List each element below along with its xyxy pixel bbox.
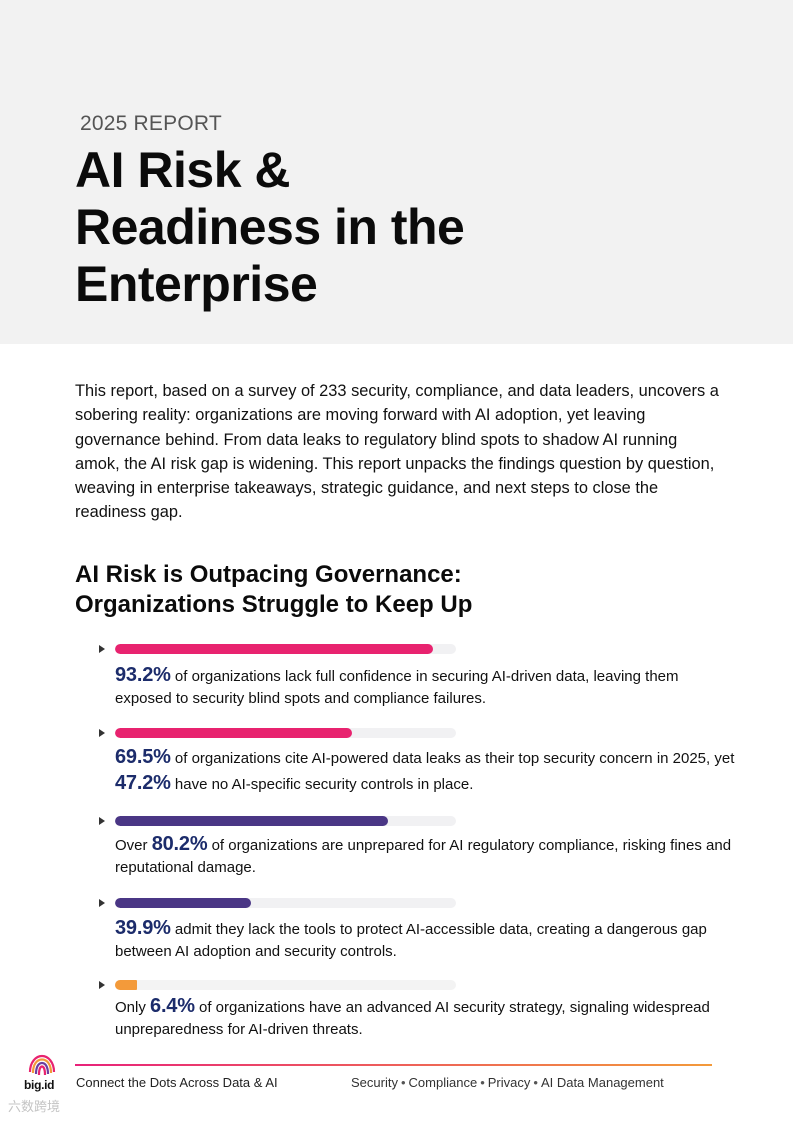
- arrow-right-icon: [99, 729, 105, 737]
- report-title-line: Enterprise: [75, 256, 318, 312]
- stat-prefix: Over: [115, 837, 152, 854]
- stat-bar-track: [115, 816, 456, 826]
- footer-topics: Security • Compliance • Privacy • AI Data Mana…: [351, 1075, 664, 1090]
- stat-value: 39.9%: [115, 917, 171, 939]
- stat-bar-fill: [115, 644, 433, 654]
- arrow-right-icon: [99, 645, 105, 653]
- section-heading: AI Risk is Outpacing Governance: Organiz…: [75, 560, 725, 620]
- stat-value: 93.2%: [115, 664, 171, 686]
- section-heading-line: AI Risk is Outpacing Governance:: [75, 561, 462, 588]
- arrow-right-icon: [99, 817, 105, 825]
- report-title: AI Risk & Readiness in the Enterprise: [75, 142, 635, 313]
- stat-suffix: have no AI-specific security controls in…: [170, 776, 474, 793]
- stat-description: of organizations cite AI-powered data le…: [170, 750, 735, 767]
- stat-bar-row: [99, 898, 729, 910]
- stat-bar-fill: [115, 816, 388, 826]
- stat-text: Over 80.2% of organizations are unprepar…: [115, 833, 735, 879]
- footer-divider: [75, 1064, 712, 1066]
- stat-value: 6.4%: [150, 995, 195, 1017]
- stat-bar-track: [115, 728, 456, 738]
- stat-text: 39.9% admit they lack the tools to prote…: [115, 917, 735, 963]
- arrow-right-icon: [99, 981, 105, 989]
- stat-text: 69.5% of organizations cite AI-powered d…: [115, 745, 735, 797]
- stat-bar-fill: [115, 898, 251, 908]
- footer-topic: Compliance: [408, 1075, 478, 1090]
- logo-wordmark: big.id: [24, 1078, 55, 1092]
- stat-bar-row: [99, 816, 729, 828]
- watermark-text: 六数跨境: [8, 1099, 61, 1114]
- hero-banner: 2025 REPORT AI Risk & Readiness in the E…: [0, 0, 793, 344]
- stat-item: Over 80.2% of organizations are unprepar…: [99, 816, 731, 876]
- stat-description: of organizations are unprepared for AI r…: [115, 837, 732, 876]
- bigid-fingerprint-logo: [28, 1054, 56, 1076]
- report-kicker: 2025 REPORT: [80, 112, 222, 135]
- stat-text: 93.2% of organizations lack full confide…: [115, 664, 735, 710]
- stat-bar-track: [115, 644, 456, 654]
- section-heading-line: Organizations Struggle to Keep Up: [75, 591, 473, 618]
- stat-bar-row: [99, 980, 729, 992]
- footer-topic: AI Data Management: [540, 1075, 664, 1090]
- stat-item: 69.5% of organizations cite AI-powered d…: [99, 728, 734, 794]
- stat-bar-fill: [115, 980, 137, 990]
- bullet-separator: •: [400, 1075, 406, 1090]
- footer-topic: Privacy: [487, 1075, 531, 1090]
- stat-description: of organizations have an advanced AI sec…: [115, 999, 710, 1038]
- arrow-right-icon: [99, 899, 105, 907]
- stat-text: Only 6.4% of organizations have an advan…: [115, 995, 735, 1041]
- stat-description: admit they lack the tools to protect AI-…: [115, 921, 707, 960]
- intro-paragraph: This report, based on a survey of 233 se…: [75, 382, 719, 522]
- stat-bar-track: [115, 898, 456, 908]
- stat-bar-row: [99, 728, 729, 740]
- report-title-line: Readiness in the: [75, 199, 465, 255]
- footer-tagline: Connect the Dots Across Data & AI: [76, 1075, 278, 1090]
- stat-bar-row: [99, 644, 729, 656]
- bullet-separator: •: [533, 1075, 538, 1090]
- bullet-separator: •: [480, 1075, 485, 1090]
- stat-prefix: Only: [115, 999, 151, 1016]
- stat-item: Only 6.4% of organizations have an advan…: [99, 980, 729, 1038]
- stat-value: 80.2%: [151, 833, 208, 855]
- stat-value: 69.5%: [115, 746, 171, 768]
- stat-bar-track: [115, 980, 456, 990]
- stat-value-secondary: 47.2%: [115, 772, 171, 794]
- report-title-line: AI Risk &: [75, 142, 291, 198]
- stat-item: 39.9% admit they lack the tools to prote…: [99, 898, 729, 960]
- stat-bar-fill: [115, 728, 352, 738]
- footer-topic: Security: [351, 1075, 398, 1090]
- stat-item: 93.2% of organizations lack full confide…: [99, 644, 729, 707]
- stat-description: of organizations lack full confidence in…: [115, 668, 679, 707]
